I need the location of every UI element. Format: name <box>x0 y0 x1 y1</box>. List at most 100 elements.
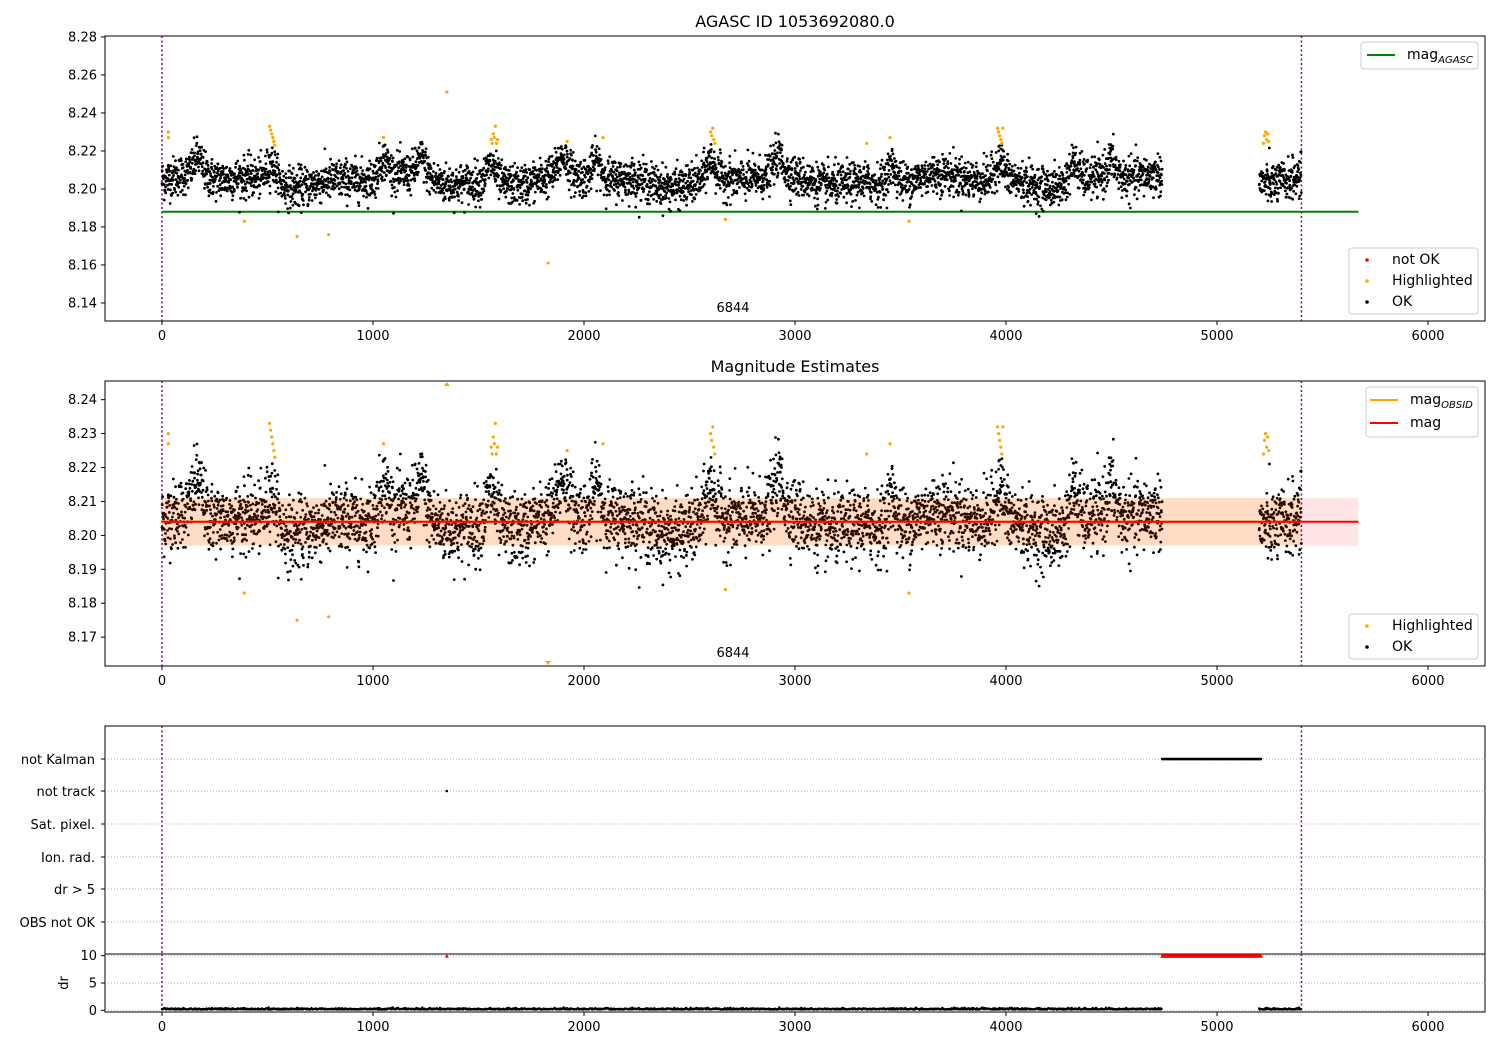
ok-point <box>1160 167 1164 171</box>
ok-point <box>390 183 394 187</box>
ok-point <box>1291 156 1295 159</box>
ok-point <box>939 183 942 186</box>
ok-point <box>1041 164 1044 168</box>
ok-point <box>1111 132 1115 136</box>
ok-point <box>682 177 686 181</box>
ok-point <box>918 173 922 177</box>
ok-point <box>1096 140 1099 144</box>
ok-point <box>1137 189 1141 192</box>
ok-point <box>279 191 283 195</box>
ok-point <box>826 155 830 159</box>
ok-point <box>510 196 514 200</box>
ok-point <box>1012 169 1016 173</box>
ok-point <box>277 192 280 196</box>
ok-point <box>796 190 800 194</box>
highlighted-point <box>888 136 892 140</box>
ok-point <box>528 168 532 172</box>
ok-point <box>174 541 178 545</box>
ok-point <box>451 171 455 175</box>
ok-point <box>928 180 932 184</box>
ok-point <box>407 174 411 177</box>
ok-point <box>944 164 948 168</box>
ok-point <box>562 157 566 161</box>
ok-point <box>288 169 291 173</box>
ok-point <box>605 193 609 197</box>
ok-point <box>276 166 279 170</box>
ok-point <box>1124 166 1127 170</box>
ok-point <box>233 189 236 193</box>
ok-point <box>497 174 500 177</box>
ok-point <box>1124 164 1128 167</box>
ok-point <box>849 192 853 196</box>
ok-point <box>588 180 591 184</box>
ok-point <box>775 168 778 172</box>
x-tick-label: 1000 <box>356 674 389 689</box>
ok-point <box>535 168 538 172</box>
ok-point <box>225 189 229 193</box>
ok-point <box>513 161 517 165</box>
ok-point <box>854 199 857 202</box>
ok-point <box>733 149 737 152</box>
ok-point <box>476 172 480 176</box>
ok-point <box>1283 186 1287 189</box>
ok-point <box>1114 155 1118 159</box>
ok-point <box>486 169 490 173</box>
ok-point <box>422 181 426 184</box>
ok-point <box>169 188 172 192</box>
ok-point <box>207 194 211 198</box>
ok-point <box>926 190 930 194</box>
x-tick-label: 5000 <box>1200 329 1233 344</box>
ok-point <box>213 180 217 183</box>
ok-point <box>896 177 899 181</box>
ok-point <box>256 175 260 179</box>
ok-point <box>1072 146 1075 150</box>
y-tick-label: 8.16 <box>68 258 97 273</box>
ok-point <box>686 183 690 187</box>
ok-point <box>1053 170 1056 173</box>
ok-point <box>898 166 901 170</box>
ok-point <box>1102 172 1106 175</box>
ok-point <box>173 188 177 192</box>
ok-point <box>267 155 271 159</box>
ok-point <box>162 517 165 521</box>
ok-point <box>747 164 750 168</box>
ok-point <box>461 176 465 180</box>
ok-point <box>753 164 757 167</box>
ok-point <box>599 158 603 161</box>
ok-point <box>887 169 891 172</box>
ok-point <box>184 487 188 490</box>
ok-point <box>577 169 581 173</box>
ok-point <box>835 189 839 193</box>
ok-point <box>934 183 938 187</box>
ok-point <box>1159 194 1162 198</box>
ok-point <box>950 179 953 183</box>
ok-point <box>956 193 960 197</box>
ok-point <box>1052 200 1056 204</box>
ok-point <box>893 171 897 175</box>
ok-point <box>344 157 348 160</box>
ok-point <box>1080 150 1084 153</box>
ok-point <box>290 194 294 198</box>
ok-point <box>328 195 332 199</box>
ok-point <box>637 160 641 164</box>
ok-point <box>1079 167 1083 171</box>
ok-point <box>772 143 775 147</box>
ok-point <box>1038 185 1042 189</box>
ok-point <box>256 172 260 176</box>
ok-point <box>1129 206 1132 210</box>
ok-point <box>848 175 852 179</box>
ok-point <box>1127 154 1131 158</box>
ok-point <box>273 150 277 154</box>
ok-point <box>967 193 971 196</box>
ok-point <box>713 157 716 161</box>
ok-point <box>506 182 510 186</box>
ok-point <box>1141 172 1145 176</box>
ok-point <box>874 187 878 191</box>
ok-point <box>518 186 522 190</box>
ok-point <box>1041 167 1045 171</box>
ok-point <box>331 168 335 172</box>
ok-point <box>1024 166 1028 170</box>
ok-point <box>425 189 429 193</box>
ok-point <box>437 182 441 186</box>
